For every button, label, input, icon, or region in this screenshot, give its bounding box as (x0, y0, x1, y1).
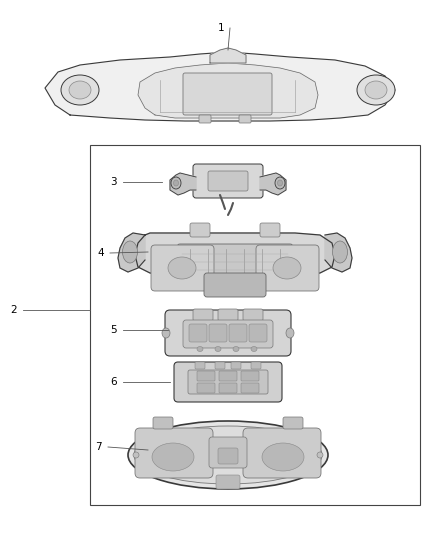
FancyBboxPatch shape (197, 383, 215, 393)
FancyBboxPatch shape (190, 223, 210, 237)
FancyBboxPatch shape (195, 362, 205, 369)
FancyBboxPatch shape (231, 362, 241, 369)
FancyBboxPatch shape (183, 73, 272, 115)
Text: 5: 5 (110, 325, 117, 335)
Ellipse shape (61, 75, 99, 105)
FancyBboxPatch shape (216, 475, 240, 489)
Ellipse shape (134, 426, 322, 484)
Ellipse shape (262, 443, 304, 471)
FancyBboxPatch shape (241, 371, 259, 381)
Ellipse shape (357, 75, 395, 105)
FancyBboxPatch shape (199, 115, 211, 123)
FancyBboxPatch shape (197, 371, 215, 381)
FancyBboxPatch shape (229, 324, 247, 342)
Polygon shape (170, 173, 196, 195)
FancyBboxPatch shape (208, 171, 248, 191)
Polygon shape (138, 63, 318, 118)
Ellipse shape (173, 180, 179, 186)
FancyBboxPatch shape (249, 324, 267, 342)
FancyBboxPatch shape (174, 362, 282, 402)
FancyBboxPatch shape (177, 244, 293, 278)
FancyBboxPatch shape (188, 370, 268, 394)
FancyBboxPatch shape (151, 245, 214, 291)
Ellipse shape (273, 257, 301, 279)
FancyBboxPatch shape (219, 371, 237, 381)
FancyBboxPatch shape (209, 324, 227, 342)
FancyBboxPatch shape (189, 324, 207, 342)
FancyBboxPatch shape (243, 428, 321, 478)
FancyBboxPatch shape (183, 320, 273, 348)
Ellipse shape (365, 81, 387, 99)
Text: 4: 4 (97, 248, 104, 258)
Text: 2: 2 (11, 305, 17, 315)
Text: 1: 1 (217, 23, 224, 33)
Ellipse shape (128, 421, 328, 489)
Ellipse shape (275, 177, 285, 189)
Ellipse shape (286, 328, 294, 338)
Ellipse shape (133, 452, 139, 458)
Polygon shape (210, 48, 246, 63)
FancyBboxPatch shape (243, 309, 263, 321)
FancyBboxPatch shape (218, 309, 238, 321)
FancyBboxPatch shape (193, 164, 263, 198)
Text: 7: 7 (95, 442, 102, 452)
FancyBboxPatch shape (193, 309, 213, 321)
Ellipse shape (215, 346, 221, 351)
Ellipse shape (251, 346, 257, 351)
Ellipse shape (317, 452, 323, 458)
Bar (90, 145, 420, 505)
FancyBboxPatch shape (239, 115, 251, 123)
Polygon shape (45, 52, 395, 121)
Ellipse shape (197, 346, 203, 351)
FancyBboxPatch shape (135, 428, 213, 478)
FancyBboxPatch shape (260, 223, 280, 237)
FancyBboxPatch shape (153, 417, 173, 429)
FancyBboxPatch shape (209, 437, 247, 468)
Ellipse shape (171, 177, 181, 189)
Text: 3: 3 (110, 177, 117, 187)
Text: 6: 6 (110, 377, 117, 387)
Polygon shape (260, 173, 286, 195)
FancyBboxPatch shape (219, 383, 237, 393)
FancyBboxPatch shape (165, 310, 291, 356)
Ellipse shape (278, 180, 283, 186)
Polygon shape (325, 233, 352, 272)
Ellipse shape (332, 241, 347, 263)
Ellipse shape (162, 328, 170, 338)
Polygon shape (118, 233, 145, 272)
Ellipse shape (233, 346, 239, 351)
Ellipse shape (168, 257, 196, 279)
Polygon shape (135, 233, 335, 275)
FancyBboxPatch shape (256, 245, 319, 291)
Ellipse shape (152, 443, 194, 471)
FancyBboxPatch shape (241, 383, 259, 393)
FancyBboxPatch shape (215, 362, 225, 369)
FancyBboxPatch shape (218, 448, 238, 464)
FancyBboxPatch shape (251, 362, 261, 369)
Ellipse shape (123, 241, 138, 263)
Ellipse shape (69, 81, 91, 99)
FancyBboxPatch shape (204, 273, 266, 297)
FancyBboxPatch shape (283, 417, 303, 429)
